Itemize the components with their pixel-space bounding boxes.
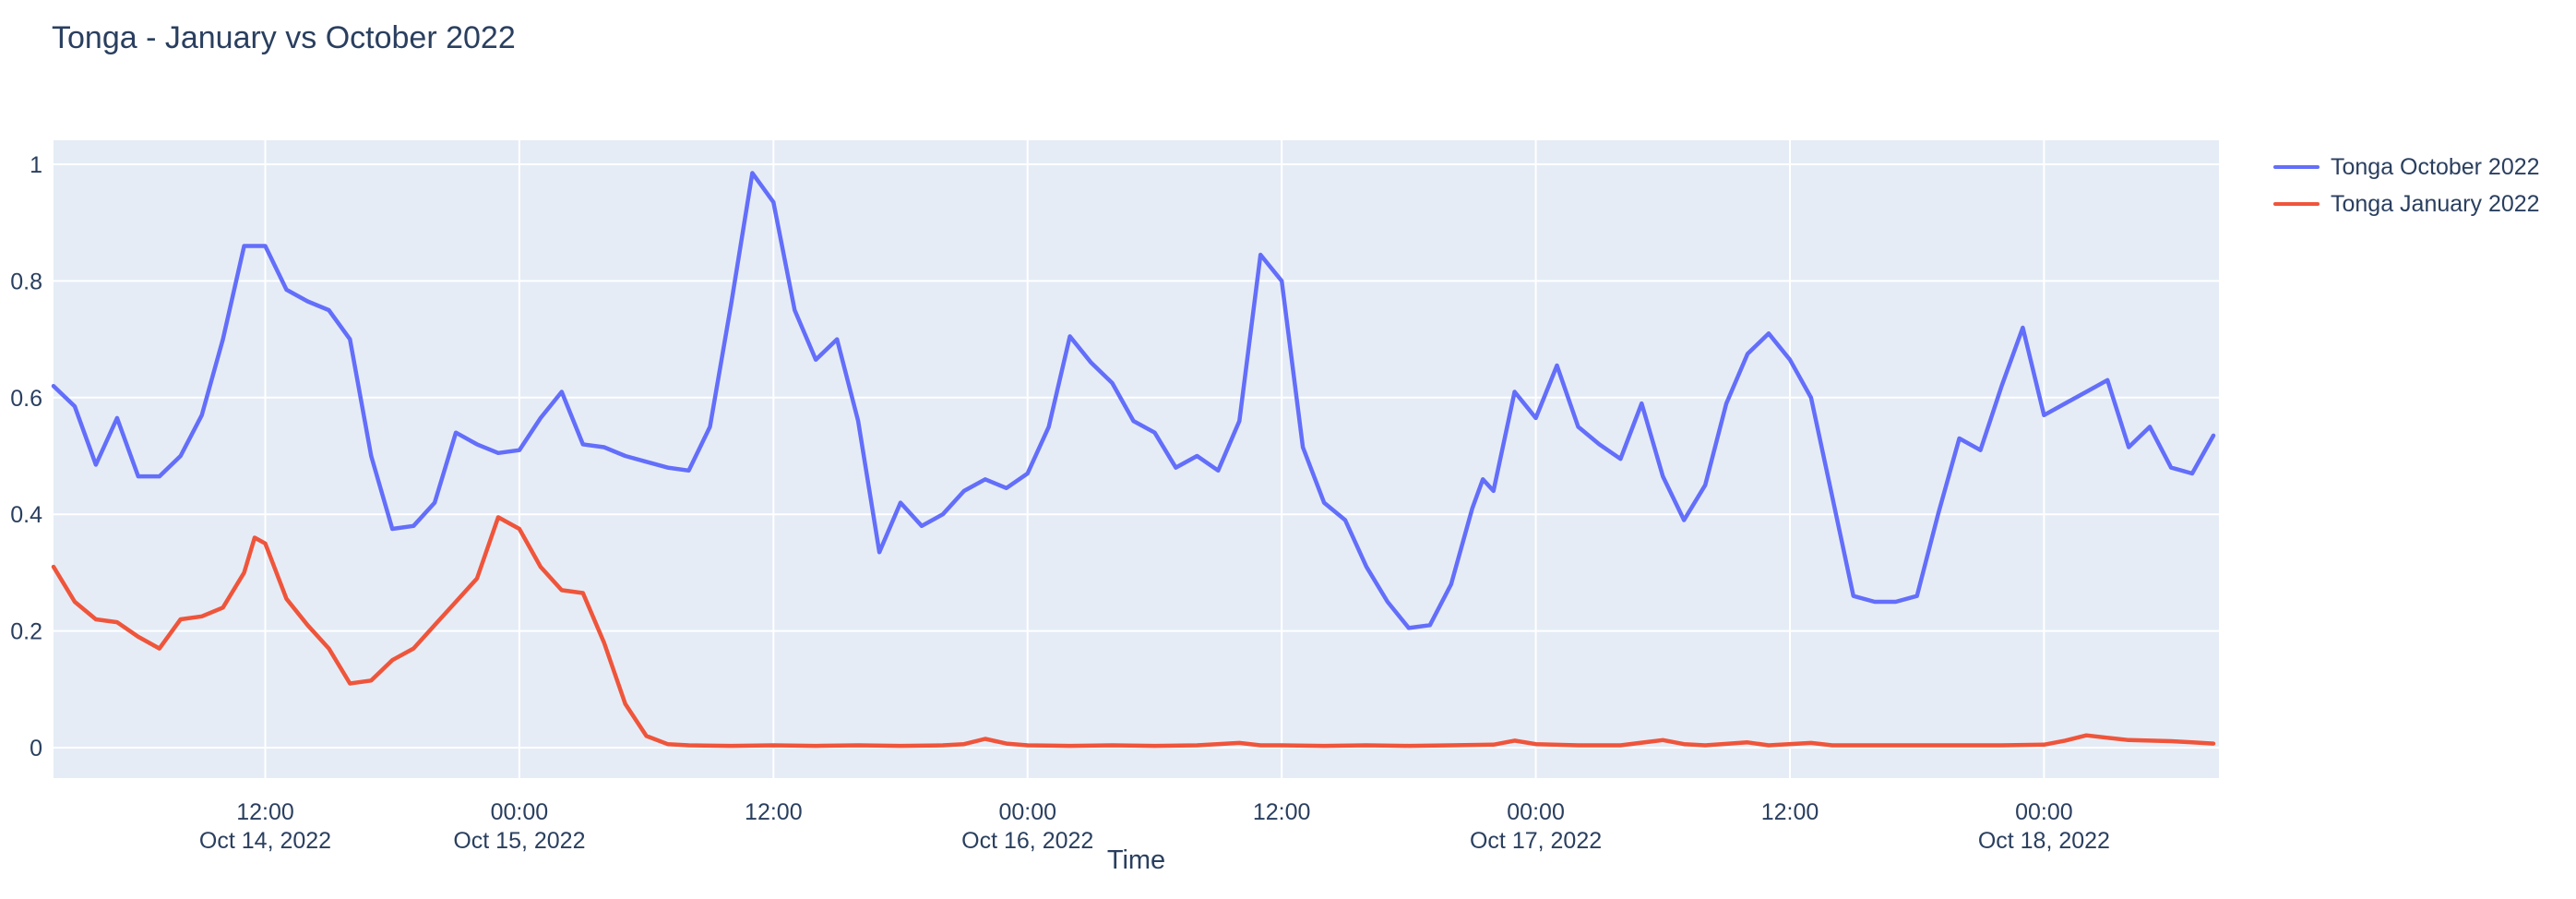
x-tick-label: 00:00 xyxy=(998,799,1056,825)
y-tick-label: 0.4 xyxy=(10,502,42,528)
plot-area[interactable] xyxy=(54,140,2219,778)
y-tick-label: 0 xyxy=(30,736,42,761)
x-axis-title: Time xyxy=(1106,845,1166,875)
x-tick-date-label: Oct 15, 2022 xyxy=(453,828,585,854)
legend-item-label: Tonga January 2022 xyxy=(2331,190,2540,217)
x-tick-label: 00:00 xyxy=(491,799,549,825)
x-tick-date-label: Oct 17, 2022 xyxy=(1470,828,1602,854)
x-tick-label: 12:00 xyxy=(1761,799,1819,825)
x-tick-date-label: Oct 18, 2022 xyxy=(1978,828,2110,854)
series-line-tonga-october-2022[interactable] xyxy=(51,171,2216,630)
legend-item-label: Tonga October 2022 xyxy=(2331,153,2540,180)
chart-title: Tonga - January vs October 2022 xyxy=(52,20,516,55)
x-tick-label: 00:00 xyxy=(2015,799,2073,825)
y-tick-label: 0.2 xyxy=(10,619,42,645)
legend-line-sample-october xyxy=(2273,165,2320,169)
y-tick-label: 1 xyxy=(30,152,42,178)
legend-item-tonga-october-2022[interactable]: Tonga October 2022 xyxy=(2273,153,2540,181)
x-tick-date-label: Oct 16, 2022 xyxy=(961,828,1093,854)
y-tick-label: 0.8 xyxy=(10,269,42,294)
legend: Tonga October 2022 Tonga January 2022 xyxy=(2273,153,2540,218)
x-tick-date-label: Oct 14, 2022 xyxy=(199,828,331,854)
series-line-tonga-january-2022[interactable] xyxy=(51,515,2216,749)
legend-item-tonga-january-2022[interactable]: Tonga January 2022 xyxy=(2273,190,2540,218)
x-tick-label: 00:00 xyxy=(1507,799,1565,825)
x-tick-label: 12:00 xyxy=(745,799,803,825)
legend-line-sample-january xyxy=(2273,202,2320,206)
x-tick-label: 12:00 xyxy=(1253,799,1311,825)
x-tick-label: 12:00 xyxy=(236,799,294,825)
y-tick-label: 0.6 xyxy=(10,386,42,412)
gridlines xyxy=(54,140,2219,778)
